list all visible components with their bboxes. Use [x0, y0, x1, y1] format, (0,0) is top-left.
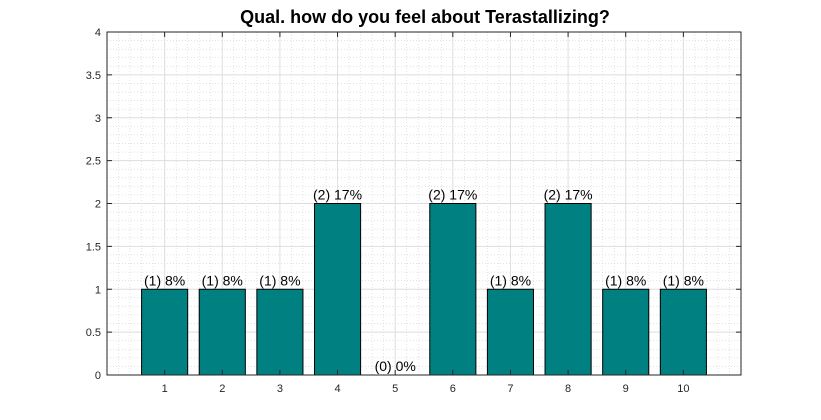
x-tick-label-10: 10 [677, 383, 689, 395]
bar-label-10: (1) 8% [663, 272, 704, 288]
axis-ticks [107, 31, 741, 376]
bars [141, 203, 707, 376]
y-tick-label-2: 2 [95, 199, 101, 211]
x-tick-label-1: 1 [162, 383, 168, 395]
bar-labels: (1) 8% (1) 8% (1) 8% (2) 17% (0) 0% (2) 17% (1… [144, 187, 704, 375]
y-tick-label-3: 3 [95, 113, 101, 125]
bar-10 [659, 288, 707, 376]
bar-label-6: (2) 17% [428, 187, 477, 203]
x-tick-label-2: 2 [219, 383, 225, 395]
x-tick-label-8: 8 [565, 383, 571, 395]
bar-label-2: (1) 8% [202, 272, 243, 288]
bar-label-7: (1) 8% [490, 272, 531, 288]
x-tick-labels: 1 2 3 4 5 6 7 8 9 10 [162, 383, 690, 395]
y-tick-label-2.5: 2.5 [86, 156, 101, 168]
bar-label-3: (1) 8% [259, 272, 300, 288]
bar-2 [198, 288, 246, 376]
y-tick-label-4: 4 [95, 27, 101, 39]
bar-7 [486, 288, 535, 376]
y-tick-label-3.5: 3.5 [86, 70, 101, 82]
bar-label-9: (1) 8% [605, 272, 646, 288]
bar-3 [256, 288, 304, 376]
x-tick-label-9: 9 [623, 383, 629, 395]
bar-4 [313, 203, 362, 376]
x-tick-label-6: 6 [450, 383, 456, 395]
y-tick-label-0: 0 [95, 370, 101, 382]
bar-1 [141, 288, 189, 376]
bar-label-1: (1) 8% [144, 272, 185, 288]
x-tick-label-7: 7 [507, 383, 513, 395]
y-tick-label-1: 1 [95, 284, 101, 296]
x-tick-label-5: 5 [392, 383, 398, 395]
bar-label-4: (2) 17% [313, 187, 362, 203]
y-tick-labels: 0 0.5 1 1.5 2 2.5 3 3.5 4 [86, 27, 101, 382]
bar-label-5: (0) 0% [375, 358, 416, 374]
bar-9 [602, 288, 650, 376]
y-tick-label-0.5: 0.5 [86, 327, 101, 339]
bar-label-8: (2) 17% [544, 187, 593, 203]
bar-6 [429, 203, 477, 376]
chart-title: Qual. how do you feel about Terastallizi… [240, 7, 610, 27]
y-tick-label-1.5: 1.5 [86, 241, 101, 253]
bar-8 [544, 203, 592, 376]
x-tick-label-4: 4 [334, 383, 340, 395]
x-tick-label-3: 3 [277, 383, 283, 395]
